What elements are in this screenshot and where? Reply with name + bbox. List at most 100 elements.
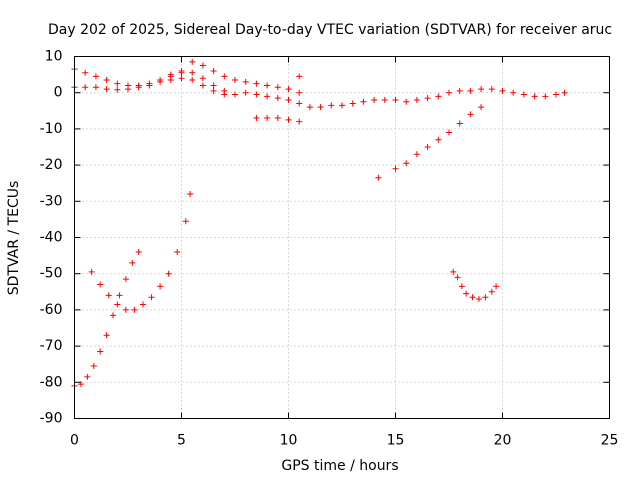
data-point [349,100,356,107]
data-point [520,91,527,98]
data-point [456,120,463,127]
y-tick-label: -80 [40,374,63,390]
data-point [199,82,206,89]
data-point [110,312,117,319]
data-point [306,104,313,111]
data-point [210,67,217,74]
data-point [232,91,238,98]
data-point [381,96,388,103]
x-axis-label: GPS time / hours [281,458,398,474]
data-point [232,77,238,84]
data-point [435,93,442,100]
data-point [139,301,146,308]
data-point [403,160,410,167]
x-tick-label: 15 [387,433,405,449]
data-point [296,100,303,107]
data-point [253,115,260,122]
data-point [296,118,303,125]
data-point [285,96,292,103]
data-point [467,111,474,118]
data-points [71,58,568,389]
data-point [174,248,181,255]
data-point [561,89,568,96]
x-tick-label: 10 [280,433,298,449]
y-tick-label: 0 [54,85,63,101]
data-point [90,363,97,370]
data-point [88,268,95,275]
series-trace-1 [71,75,568,111]
data-point [103,86,110,93]
y-tick-label: -70 [40,338,63,354]
data-point [531,93,538,100]
x-tick-label: 25 [601,433,619,449]
x-axis-ticks: 0 5 10 15 20 25 [70,56,619,449]
data-point [264,93,271,100]
y-tick-label: -40 [40,230,63,246]
data-point [189,69,196,76]
data-point [264,115,271,122]
data-point [478,86,485,93]
x-tick-label: 5 [177,433,186,449]
data-point [103,332,110,339]
data-point [392,96,399,103]
grid-lines [74,56,610,419]
data-point [103,77,110,84]
series-trace-8 [88,191,194,313]
data-point [450,268,457,275]
data-point [264,82,271,89]
series-trace-5 [167,69,238,98]
data-point [317,104,324,111]
data-point [296,73,303,80]
data-point [114,301,121,308]
data-point [478,104,485,111]
data-point [105,292,112,299]
data-point [413,151,420,158]
data-point [510,89,517,96]
data-point [221,87,228,94]
data-point [274,95,281,102]
data-point [328,102,335,109]
data-point [488,288,495,295]
data-point [392,165,399,172]
data-point [148,294,155,301]
data-point [129,259,136,266]
data-point [371,96,378,103]
data-point [125,82,131,89]
series-trace-4 [253,115,303,125]
series-trace-10 [450,268,500,303]
y-tick-label: 10 [45,49,63,65]
data-point [456,87,463,94]
data-point [454,274,461,281]
data-point [339,102,345,109]
data-point [274,84,281,91]
data-point [165,270,172,277]
data-point [157,77,164,84]
data-point [122,276,129,283]
data-point [82,84,89,91]
data-point [146,80,153,87]
data-point [92,84,99,91]
data-point [493,283,500,290]
data-point [122,306,129,313]
data-point [482,294,489,301]
data-point [97,348,104,355]
data-point [189,58,196,65]
data-point [84,373,91,380]
data-point [458,283,465,290]
y-axis-ticks: -90 -80 -70 -60 -50 -40 -30 -20 -10 0 10 [40,49,610,427]
y-tick-label: -90 [40,411,63,427]
data-point [488,86,495,93]
data-point [178,75,185,82]
data-point [178,69,185,76]
data-point [360,98,367,105]
data-point [199,62,206,69]
y-tick-label: -20 [40,157,63,173]
data-point [253,91,260,98]
data-point [424,144,431,150]
data-point [131,306,138,313]
data-point [296,89,303,96]
data-point [446,129,452,136]
x-tick-label: 0 [70,433,79,449]
data-point [242,78,249,85]
